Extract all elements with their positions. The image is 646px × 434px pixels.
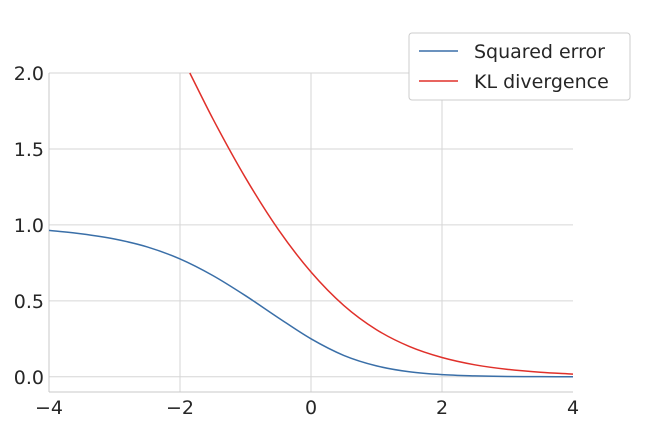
y-tick-label: 1.0 bbox=[14, 215, 44, 237]
y-tick-label: 0.5 bbox=[14, 291, 44, 313]
x-tick-label: −2 bbox=[166, 397, 194, 419]
y-tick-label: 2.0 bbox=[14, 63, 44, 85]
legend-box bbox=[408, 32, 631, 101]
legend: Squared error KL divergence bbox=[408, 32, 631, 101]
y-tick-label: 1.5 bbox=[14, 139, 44, 161]
x-tick-label: 2 bbox=[436, 397, 448, 419]
series-line-kl-divergence bbox=[189, 72, 574, 375]
series-lines bbox=[48, 72, 574, 378]
y-tick-label: 0.0 bbox=[14, 367, 44, 389]
x-tick-label: −4 bbox=[35, 397, 63, 419]
x-tick-label: 4 bbox=[567, 397, 579, 419]
legend-label-kl-divergence: KL divergence bbox=[474, 71, 609, 93]
axes bbox=[48, 73, 573, 393]
x-tick-label: 0 bbox=[305, 397, 317, 419]
grid-lines bbox=[49, 72, 573, 392]
legend-label-squared-error: Squared error bbox=[474, 41, 605, 63]
x-tick-labels: −4 −2 0 2 4 bbox=[35, 397, 579, 419]
y-tick-labels: 0.0 0.5 1.0 1.5 2.0 bbox=[14, 63, 44, 389]
series-line-squared-error bbox=[48, 229, 574, 378]
